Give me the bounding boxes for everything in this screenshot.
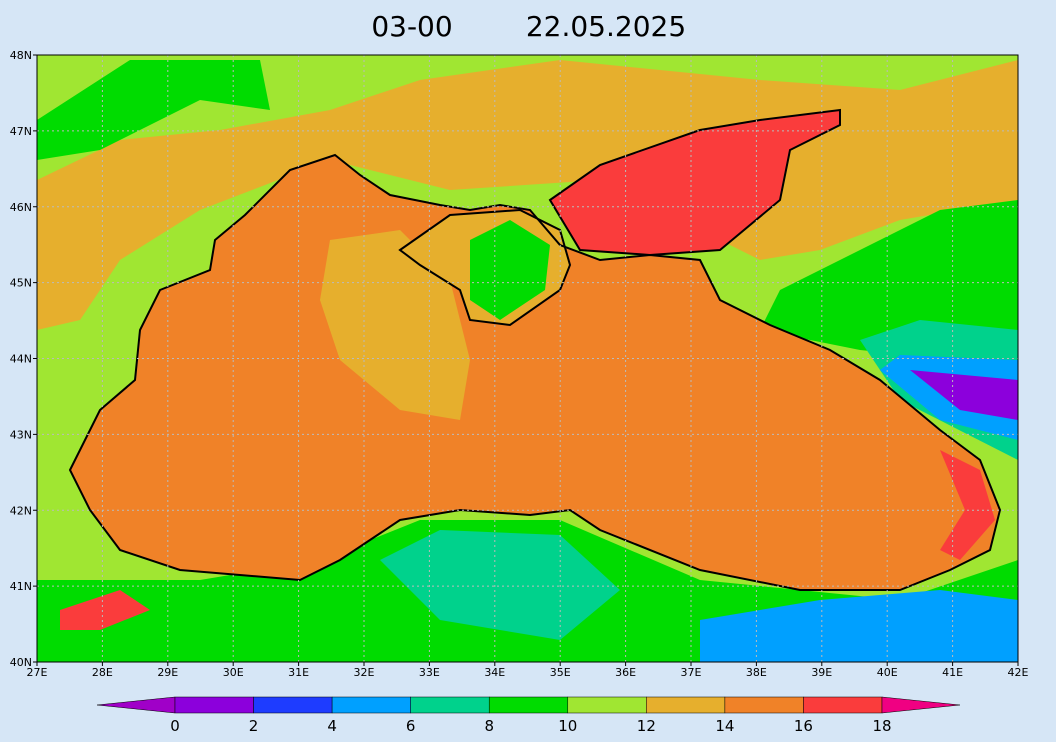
coastline-azov [548,108,841,257]
field-crimea-green [470,220,550,320]
colorbar-segment [488,696,569,714]
lon-tick-label: 31E [288,666,309,679]
lon-tick-label: 39E [811,666,832,679]
colorbar-label: 0 [170,717,180,735]
lon-tick-label: 36E [615,666,636,679]
lon-tick-label: 34E [484,666,505,679]
field-red-east [940,450,995,560]
lat-tick-label: 40N [10,656,32,669]
lon-tick-label: 41E [942,666,963,679]
lat-tick-label: 44N [10,353,32,366]
lat-tick-label: 42N [10,504,32,517]
lat-tick-label: 47N [10,125,32,138]
lon-tick-label: 40E [877,666,898,679]
lon-tick-label: 33E [419,666,440,679]
lon-tick-label: 28E [92,666,113,679]
lon-tick-label: 42E [1008,666,1029,679]
lon-tick-label: 27E [27,666,48,679]
field-azov [550,110,840,255]
lon-tick-label: 35E [550,666,571,679]
colorbar-label: 18 [872,717,891,735]
colorbar-label: 6 [406,717,416,735]
colorbar-segment [567,696,647,714]
colorbar-segment [724,696,804,714]
colorbar-segment [174,696,254,714]
colorbar-label: 14 [715,717,734,735]
lat-tick-label: 48N [10,49,32,62]
colorbar-segment [646,696,726,714]
lat-tick-label: 41N [10,580,32,593]
lon-tick-label: 29E [157,666,178,679]
colorbar-segment [331,696,411,714]
colorbar-label: 2 [249,717,259,735]
colorbar-label: 8 [484,717,494,735]
lon-tick-label: 37E [681,666,702,679]
colorbar-segment [803,696,883,714]
colorbar-segment [410,696,490,714]
field-sea [70,155,1000,590]
colorbar-segment [253,696,333,714]
lat-tick-label: 45N [10,277,32,290]
coastline [68,153,1002,591]
field-green-nw [37,60,270,160]
colorbar-label: 4 [327,717,337,735]
field-teal-south [380,530,620,640]
title-date: 22.05.2025 [526,10,686,43]
ticks: 27E 28E 29E 30E 31E 32E 33E 34E 35E 36E 37E 38E 39E 4… [10,49,1029,679]
title-time: 03-00 [371,10,452,43]
field-sea-cool [320,230,470,420]
lat-tick-label: 43N [10,428,32,441]
colorbar-label: 12 [637,717,656,735]
lon-tick-label: 38E [746,666,767,679]
colorbar-high [881,696,961,714]
lat-tick-label: 46N [10,201,32,214]
colorbar: 0 2 4 6 8 10 12 14 16 18 [96,696,961,735]
colorbar-label: 16 [794,717,813,735]
field-red-marmara [60,590,150,630]
lon-tick-label: 30E [223,666,244,679]
field-purple-east [910,370,1018,420]
colorbar-label: 10 [558,717,577,735]
field-blue-south [700,590,1018,662]
lon-tick-label: 32E [354,666,375,679]
